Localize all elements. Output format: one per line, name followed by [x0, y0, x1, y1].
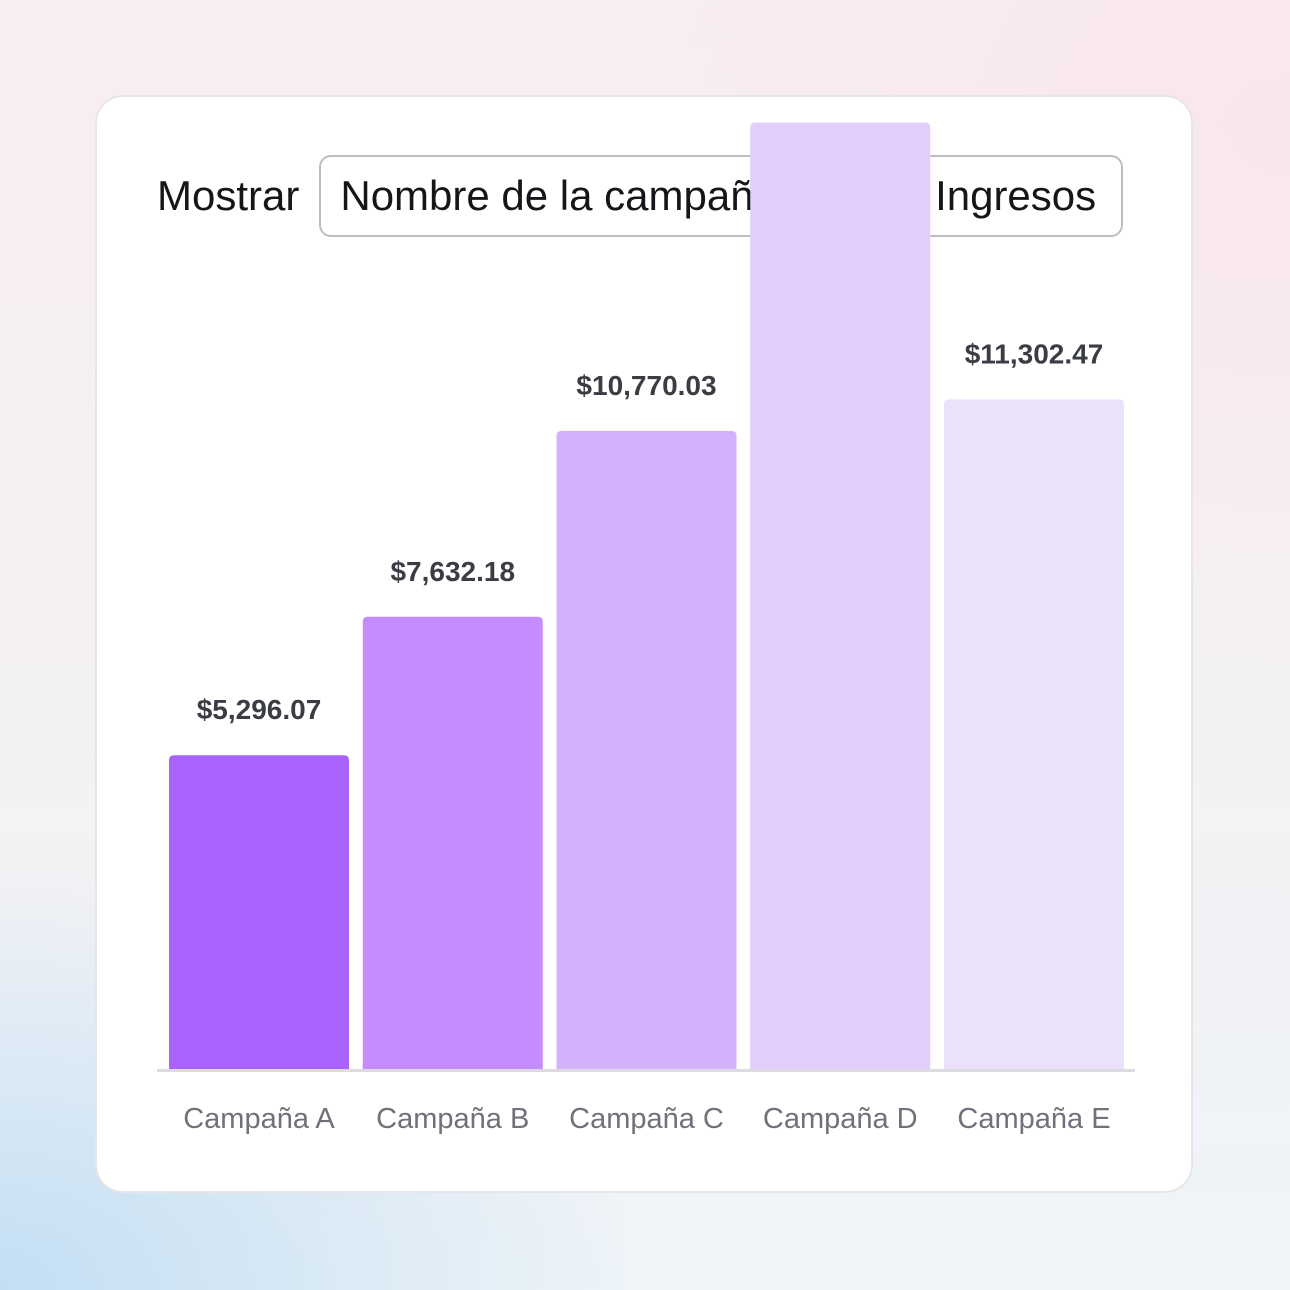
category-label: Campaña E — [957, 1103, 1110, 1135]
category-label: Campaña D — [763, 1103, 918, 1135]
category-label: Campaña A — [183, 1103, 335, 1135]
bar-value-label: $10,770.03 — [576, 370, 716, 401]
bar-2[interactable] — [362, 616, 543, 1069]
bar-3[interactable] — [556, 430, 737, 1069]
value-labels-group: $5,296.07$7,632.18$10,770.03$15,973.08$1… — [197, 338, 1104, 725]
field-select-value: Nombre de la campaña — [340, 172, 777, 219]
bar-1[interactable] — [169, 755, 349, 1069]
bar-value-label: $7,632.18 — [390, 556, 515, 587]
bars-group — [169, 122, 1124, 1070]
bar-value-label: $11,302.47 — [965, 338, 1104, 369]
bar-5[interactable] — [944, 399, 1124, 1070]
bar-chart: $5,296.07$7,632.18$10,770.03$15,973.08$1… — [157, 122, 1135, 1135]
category-labels-group: Campaña A Campaña B Campaña C Campaña D Camp… — [183, 1103, 1110, 1135]
field-select[interactable]: Nombre de la campaña — [319, 155, 814, 237]
category-label: Campaña C — [569, 1103, 724, 1135]
category-label: Campaña B — [376, 1103, 529, 1135]
metric-select-value: Ingresos — [935, 172, 1097, 219]
show-label: Mostrar — [157, 172, 300, 219]
chart-card: Mostrar Nombre de la campaña por Ingreso… — [95, 95, 1193, 1193]
metric-select[interactable]: Ingresos — [914, 155, 1124, 237]
bar-value-label: $5,296.07 — [197, 694, 322, 725]
bar-4[interactable] — [750, 122, 931, 1069]
